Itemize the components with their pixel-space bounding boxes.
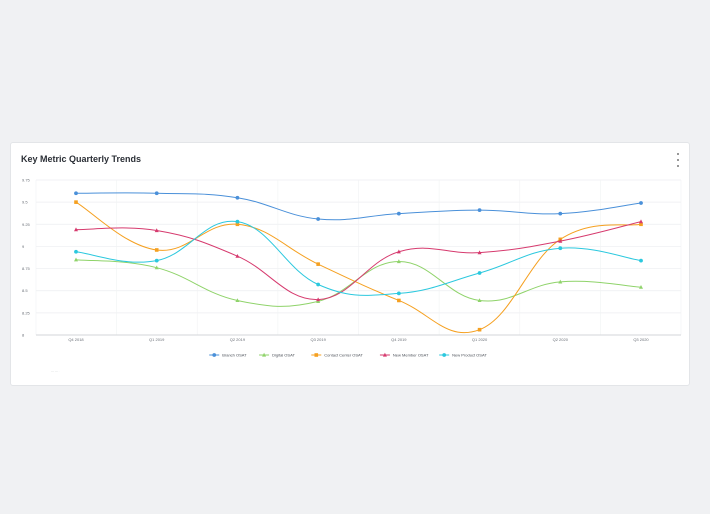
data-point (316, 282, 321, 287)
data-point (477, 298, 482, 303)
legend-label: Digital OSAT (272, 353, 295, 358)
data-point (397, 298, 401, 303)
x-tick-label: Q1 2020 (472, 337, 488, 342)
data-point (639, 284, 643, 289)
legend-label: Branch OSAT (222, 353, 247, 358)
legend-marker (262, 352, 267, 357)
y-tick-label: 9.25 (22, 222, 31, 227)
more-vertical-icon[interactable] (675, 153, 681, 167)
data-point (235, 253, 240, 258)
data-point (154, 228, 159, 233)
data-point (74, 227, 78, 232)
data-point (477, 208, 482, 213)
data-point (154, 265, 159, 270)
line-chart: 9.75 9.5 9.25 9 8.75 8.5 8.25 8 Q4 2018 Q1 2019 Q2… (22, 178, 682, 358)
data-point (154, 258, 159, 263)
y-tick-label: 8.5 (22, 288, 28, 293)
legend-marker (442, 353, 447, 357)
legend-label: Contact Center OSAT (324, 353, 363, 358)
y-tick-label: 9 (22, 244, 25, 249)
data-point (558, 211, 563, 216)
data-point (316, 297, 321, 302)
data-point (477, 271, 482, 275)
data-point (639, 258, 643, 263)
legend-label: New Member OSAT (393, 353, 429, 358)
data-point (74, 191, 78, 196)
x-tick-label: Q4 2019 (391, 337, 407, 342)
data-point (235, 222, 240, 227)
data-point (639, 201, 643, 205)
y-tick-label: 9.5 (22, 200, 28, 205)
data-point (74, 257, 78, 262)
data-point (639, 219, 643, 224)
data-point (235, 298, 240, 303)
x-tick-label: Q1 2019 (149, 337, 165, 342)
data-point (558, 238, 563, 243)
data-point (74, 249, 78, 254)
data-point (316, 217, 321, 221)
data-point (477, 250, 482, 255)
x-tick-label: Q3 2019 (310, 337, 326, 342)
legend-marker (382, 352, 387, 357)
data-point (396, 259, 401, 264)
data-point (316, 262, 320, 266)
y-tick-label: 8.25 (22, 310, 31, 315)
data-point (235, 219, 240, 224)
chart-title: Key Metric Quarterly Trends (21, 154, 142, 164)
data-point (558, 246, 563, 251)
chart-card: Key Metric Quarterly Trends 9.75 9.5 9.25 9… (10, 142, 690, 386)
data-point (558, 279, 563, 284)
y-tick-label: 8 (22, 333, 25, 338)
x-tick-label: Q4 2018 (68, 337, 84, 342)
data-point (396, 249, 401, 254)
legend-marker (212, 353, 217, 357)
chart-footnote: — — . (51, 369, 60, 373)
y-tick-label: 9.75 (22, 178, 31, 183)
data-point (154, 191, 159, 196)
x-tick-label: Q3 2020 (633, 337, 649, 342)
data-point (396, 291, 401, 296)
data-point (477, 327, 482, 332)
legend-marker (314, 353, 319, 357)
series-line-4 (75, 220, 642, 296)
data-point (154, 248, 159, 252)
legend-label: New Product OSAT (452, 353, 487, 358)
data-point (235, 195, 240, 200)
x-tick-label: Q2 2020 (553, 337, 569, 342)
x-tick-label: Q2 2019 (230, 337, 246, 342)
y-tick-label: 8.75 (22, 266, 31, 271)
series-line-0 (75, 192, 642, 221)
data-point (74, 200, 78, 204)
data-point (396, 211, 401, 216)
data-point (639, 222, 643, 227)
series-line-3 (75, 221, 642, 301)
